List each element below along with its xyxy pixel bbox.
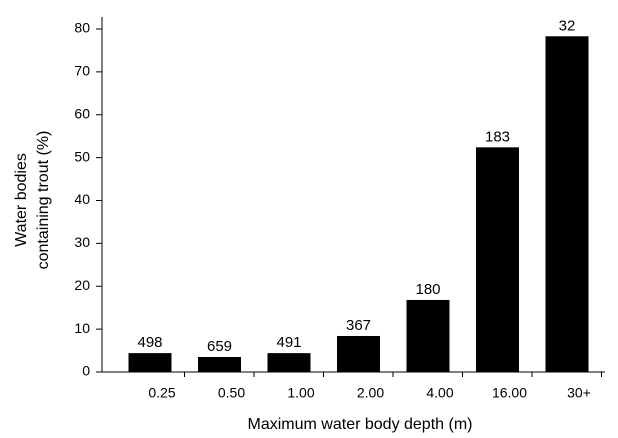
- x-axis-label: Maximum water body depth (m): [248, 416, 473, 433]
- y-tick-label: 10: [74, 320, 90, 336]
- x-tick-label: 4.00: [426, 385, 453, 401]
- x-tick-label: 30+: [567, 385, 591, 401]
- count-label: 491: [276, 334, 301, 351]
- count-label: 183: [485, 128, 510, 145]
- y-axis-label: containing trout (%): [35, 131, 52, 270]
- x-tick-label: 16.00: [492, 385, 527, 401]
- x-tick-label: 0.50: [218, 385, 245, 401]
- count-label: 367: [346, 317, 371, 334]
- y-tick-label: 40: [74, 191, 90, 207]
- y-tick-label: 30: [74, 234, 90, 250]
- count-label: 32: [559, 17, 576, 34]
- count-label: 498: [137, 334, 162, 351]
- bar: [267, 353, 311, 372]
- bar: [128, 353, 172, 372]
- y-tick-label: 50: [74, 148, 90, 164]
- bar: [198, 356, 241, 372]
- x-tick-label: 0.25: [148, 385, 175, 401]
- y-tick-label: 80: [74, 20, 90, 36]
- count-label: 180: [415, 281, 440, 298]
- x-tick-label: 2.00: [357, 385, 384, 401]
- bar: [337, 335, 380, 372]
- bar: [406, 299, 450, 372]
- y-tick-label: 60: [74, 105, 90, 121]
- y-axis-label: Water bodies: [13, 153, 30, 247]
- count-label: 659: [207, 338, 232, 355]
- y-tick-label: 70: [74, 63, 90, 79]
- y-tick-label: 20: [74, 277, 90, 293]
- bar: [476, 147, 519, 372]
- y-tick-label: 0: [82, 363, 90, 379]
- bar: [545, 36, 589, 372]
- x-tick-label: 1.00: [287, 385, 314, 401]
